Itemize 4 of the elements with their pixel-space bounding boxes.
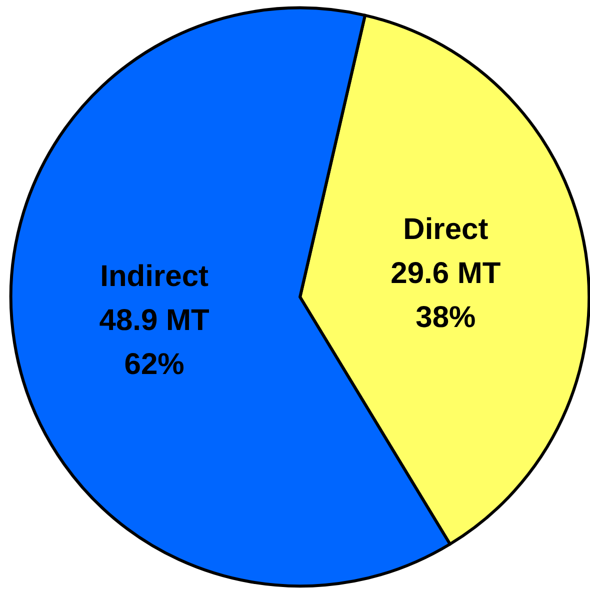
slice-label: Indirect: [100, 260, 209, 293]
slice-label: Direct: [403, 213, 488, 246]
data-label: 29.6 MT 38%: [390, 257, 501, 334]
data-label: 48.9 MT 62%: [99, 304, 210, 381]
